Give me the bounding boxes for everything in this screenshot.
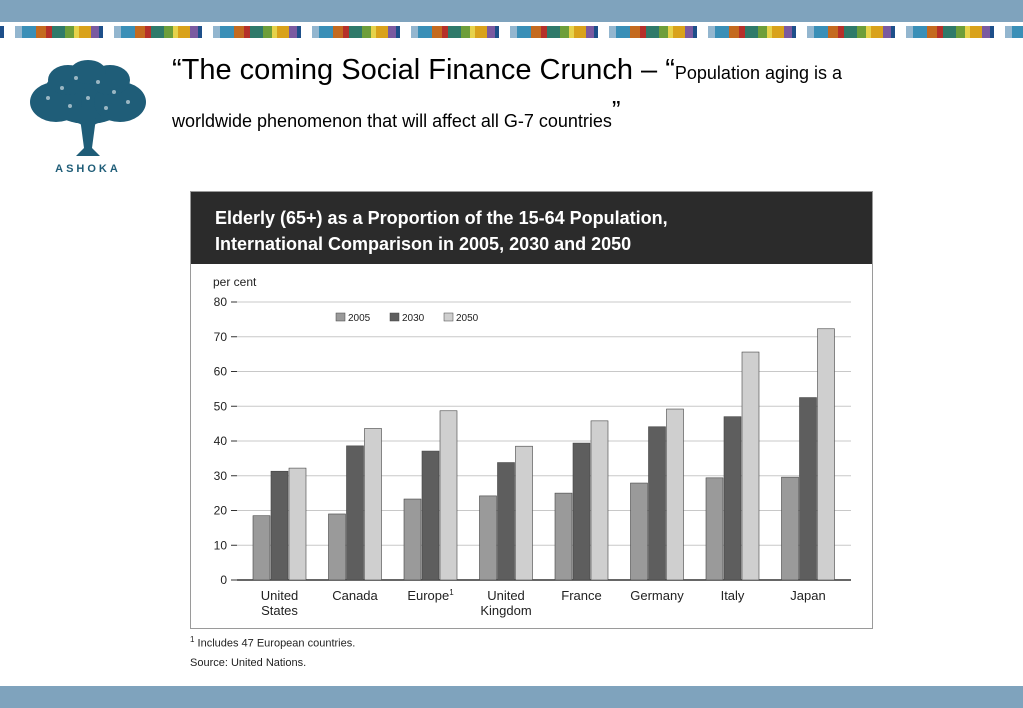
- bar-2005: [328, 513, 346, 581]
- bar-2030: [572, 442, 591, 581]
- legend-swatch: [389, 312, 400, 322]
- source-line: Source: United Nations.: [190, 656, 307, 669]
- footnote-line: 1 Includes 47 European countries.: [190, 630, 355, 654]
- chart-title-line-1: Elderly (65+) as a Proportion of the 15-…: [215, 208, 668, 228]
- bar-2005: [705, 477, 724, 581]
- bar-2030: [799, 397, 817, 581]
- bar-2050: [288, 467, 307, 581]
- x-tick-label: Europe1: [407, 588, 454, 603]
- x-tick-label: France: [561, 588, 601, 603]
- x-tick-superscript: 1: [449, 588, 454, 597]
- title-close-quote: ”: [611, 95, 621, 125]
- y-tick-label: 30: [214, 469, 228, 483]
- title-line-1: “The coming Social Finance Crunch – “Pop…: [172, 50, 1002, 93]
- x-tick-label: Japan: [790, 588, 825, 603]
- bar-2005: [252, 515, 271, 581]
- bar-2030: [497, 462, 515, 581]
- x-tick-label: Kingdom: [480, 603, 531, 618]
- x-tick-label: Canada: [332, 588, 378, 603]
- chart-footnotes: 1 Includes 47 European countries. Source…: [190, 630, 355, 673]
- title-line-2: worldwide phenomenon that will affect al…: [172, 93, 1002, 138]
- y-tick-label: 40: [214, 434, 228, 448]
- bar-2050: [364, 428, 382, 581]
- y-tick-label: 0: [220, 573, 227, 587]
- logo-wordmark: ASHOKA: [55, 163, 121, 175]
- legend-swatch: [335, 312, 346, 322]
- footnote-text: Includes 47 European countries.: [197, 637, 356, 650]
- x-tick-label: United: [487, 588, 525, 603]
- footnote-mark: 1: [190, 635, 195, 644]
- x-tick-label: States: [261, 603, 298, 618]
- chart-frame: Elderly (65+) as a Proportion of the 15-…: [190, 191, 873, 629]
- color-stripe: [0, 26, 1023, 38]
- legend-label: 2030: [402, 313, 425, 324]
- title-small: Population aging is a: [674, 63, 843, 83]
- bar-2030: [648, 426, 666, 581]
- legend-label: 2005: [348, 313, 371, 324]
- bar-2030: [270, 470, 289, 581]
- x-tick-label: United: [261, 588, 299, 603]
- bar-2030: [421, 450, 440, 581]
- bottom-band: [0, 686, 1023, 708]
- bar-2005: [403, 498, 422, 581]
- y-tick-label: 80: [214, 295, 228, 309]
- title-main: “The coming Social Finance Crunch – “: [172, 54, 675, 86]
- ashoka-tree-logo: [30, 60, 146, 156]
- bar-2005: [554, 492, 573, 581]
- bar-2005: [479, 495, 497, 581]
- bar-2050: [817, 328, 835, 581]
- y-tick-label: 60: [214, 365, 228, 379]
- legend-swatch: [443, 312, 454, 322]
- bar-2005: [781, 476, 799, 581]
- bar-2030: [346, 445, 364, 581]
- x-tick-label: Italy: [721, 588, 745, 603]
- bar-2050: [515, 445, 533, 581]
- y-tick-label: 20: [214, 504, 228, 518]
- bar-2005: [630, 482, 648, 581]
- bar-2030: [723, 416, 742, 581]
- bar-2050: [590, 420, 609, 581]
- slide-title: “The coming Social Finance Crunch – “Pop…: [172, 50, 1002, 138]
- y-tick-label: 10: [214, 538, 228, 552]
- x-tick-label: Germany: [630, 588, 684, 603]
- bar-2050: [741, 351, 760, 581]
- bar-2050: [666, 408, 684, 581]
- chart-header: Elderly (65+) as a Proportion of the 15-…: [191, 192, 872, 264]
- y-tick-label: 50: [214, 399, 228, 413]
- y-axis-label: per cent: [213, 275, 257, 289]
- bar-2050: [439, 410, 458, 581]
- y-tick-label: 70: [214, 330, 228, 344]
- chart-title-line-2: International Comparison in 2005, 2030 a…: [215, 234, 632, 254]
- legend-label: 2050: [456, 313, 479, 324]
- title-continuation: worldwide phenomenon that will affect al…: [172, 111, 612, 131]
- chart-title: Elderly (65+) as a Proportion of the 15-…: [215, 205, 855, 257]
- top-band: [0, 0, 1023, 22]
